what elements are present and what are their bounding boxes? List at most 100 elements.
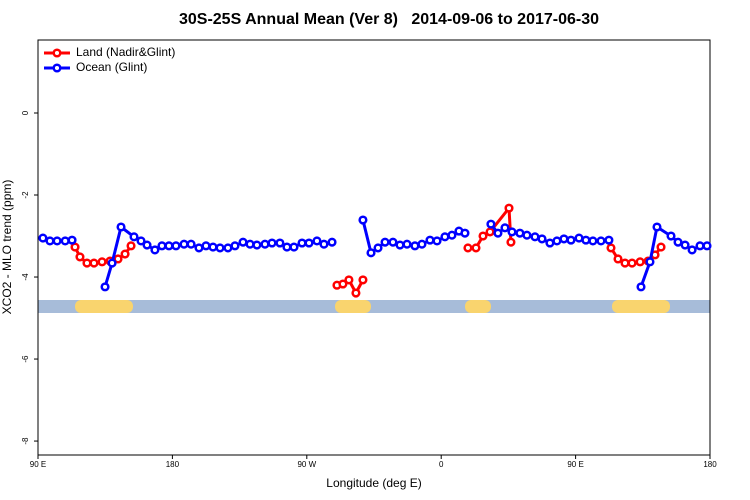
point <box>97 257 107 267</box>
point <box>636 282 646 292</box>
x-tick-label: 90 E <box>30 460 46 469</box>
point <box>157 241 167 251</box>
point <box>230 241 240 251</box>
point <box>366 248 376 258</box>
point <box>260 239 270 249</box>
point <box>338 279 348 289</box>
x-tick-label: 180 <box>703 460 717 469</box>
point <box>680 240 690 250</box>
point <box>344 275 354 285</box>
point <box>463 243 473 253</box>
point <box>515 228 525 238</box>
point <box>425 235 435 245</box>
point <box>52 236 62 246</box>
point <box>447 230 457 240</box>
point <box>142 240 152 250</box>
point <box>358 275 368 285</box>
point <box>319 239 329 249</box>
y-tick-label: -4 <box>21 273 30 281</box>
x-axis-label: Longitude (deg E) <box>326 476 421 490</box>
point <box>417 239 427 249</box>
point <box>604 235 614 245</box>
point <box>171 241 181 251</box>
point <box>201 241 211 251</box>
y-tick-label: -2 <box>21 191 30 199</box>
point <box>613 254 623 264</box>
point <box>245 239 255 249</box>
point <box>116 222 126 232</box>
point <box>67 235 77 245</box>
point <box>275 238 285 248</box>
point <box>545 238 555 248</box>
point <box>687 245 697 255</box>
point <box>432 236 442 246</box>
x-tick-label: 0 <box>439 460 444 469</box>
point <box>627 258 637 268</box>
point <box>82 258 92 268</box>
point <box>388 237 398 247</box>
point <box>588 236 598 246</box>
point <box>136 236 146 246</box>
land-band <box>335 300 371 313</box>
point <box>537 234 547 244</box>
point <box>100 282 110 292</box>
point <box>238 237 248 247</box>
point <box>223 243 233 253</box>
point <box>620 258 630 268</box>
land-band <box>465 300 491 313</box>
point <box>506 237 516 247</box>
point <box>522 230 532 240</box>
point <box>530 232 540 242</box>
point <box>507 227 517 237</box>
point <box>606 243 616 253</box>
point <box>215 243 225 253</box>
surface-band <box>38 300 710 313</box>
point <box>126 241 136 251</box>
legend-marker <box>52 63 62 73</box>
point <box>395 240 405 250</box>
point <box>596 236 606 246</box>
x-tick-label: 90 W <box>297 460 316 469</box>
point <box>107 258 117 268</box>
point <box>297 238 307 248</box>
point <box>566 235 576 245</box>
legend-item: Land (Nadir&Glint) <box>44 45 175 59</box>
chart-title: 30S-25S Annual Mean (Ver 8) 2014-09-06 t… <box>179 11 599 28</box>
point <box>113 254 123 264</box>
point <box>351 288 361 298</box>
legend-item: Ocean (Glint) <box>44 60 147 74</box>
point <box>500 223 510 233</box>
point <box>289 242 299 252</box>
point <box>552 236 562 246</box>
point <box>164 241 174 251</box>
point <box>635 257 645 267</box>
y-tick-label: -8 <box>21 437 30 445</box>
point <box>70 242 80 252</box>
point <box>373 243 383 253</box>
x-tick-label: 180 <box>166 460 180 469</box>
y-tick-label: 0 <box>21 110 30 115</box>
x-tick-label: 90 E <box>567 460 583 469</box>
point <box>282 242 292 252</box>
point <box>645 257 655 267</box>
legend-marker <box>52 48 62 58</box>
point <box>45 236 55 246</box>
point <box>486 219 496 229</box>
point <box>179 239 189 249</box>
point <box>656 242 666 252</box>
point <box>312 236 322 246</box>
point <box>150 245 160 255</box>
point <box>267 238 277 248</box>
ocean-band <box>38 300 710 313</box>
point <box>75 252 85 262</box>
point <box>60 236 70 246</box>
point <box>129 232 139 242</box>
point <box>89 258 99 268</box>
point <box>471 243 481 253</box>
point <box>666 231 676 241</box>
point <box>478 231 488 241</box>
point <box>194 243 204 253</box>
point <box>652 222 662 232</box>
legend-label: Ocean (Glint) <box>76 60 147 74</box>
point <box>460 228 470 238</box>
